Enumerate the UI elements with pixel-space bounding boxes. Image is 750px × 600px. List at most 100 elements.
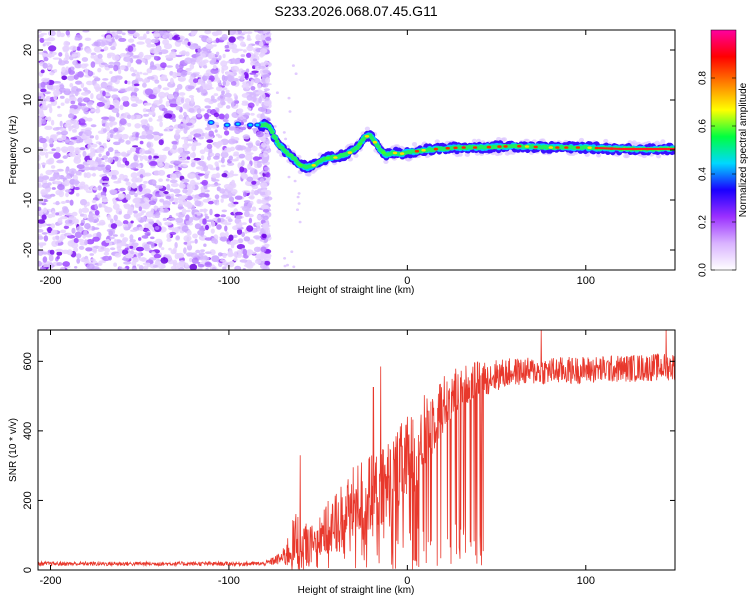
noise-blob bbox=[139, 148, 146, 155]
noise-blob bbox=[206, 156, 211, 161]
noise-blob bbox=[49, 137, 54, 145]
noise-blob bbox=[56, 255, 60, 260]
noise-blob bbox=[39, 37, 45, 43]
noise-blob bbox=[91, 143, 98, 148]
noise-blob bbox=[197, 48, 202, 53]
spectrogram-marks bbox=[38, 30, 675, 270]
noise-blob bbox=[158, 52, 163, 55]
snr-marks bbox=[38, 330, 675, 570]
noise-blob bbox=[152, 265, 159, 268]
noise-blob bbox=[92, 214, 101, 218]
noise-blob bbox=[233, 257, 238, 262]
noise-blob bbox=[94, 77, 101, 82]
noise-blob bbox=[66, 233, 73, 236]
noise-blob bbox=[146, 30, 150, 35]
noise-blob bbox=[148, 155, 152, 160]
noise-blob bbox=[163, 191, 169, 195]
noise-blob bbox=[131, 183, 138, 189]
noise-blob bbox=[213, 239, 219, 245]
noise-blob bbox=[117, 177, 122, 183]
noise-blob bbox=[206, 139, 214, 144]
noise-blob bbox=[156, 158, 163, 166]
noise-blob bbox=[242, 134, 250, 140]
noise-blob bbox=[42, 142, 48, 149]
noise-blob bbox=[225, 231, 229, 238]
noise-blob bbox=[211, 57, 217, 64]
noise-blob bbox=[40, 88, 47, 93]
noise-blob bbox=[182, 164, 188, 167]
noise-blob bbox=[189, 152, 196, 158]
noise-blob bbox=[246, 31, 253, 34]
noise-blob bbox=[81, 92, 89, 96]
noise-blob bbox=[175, 98, 180, 104]
snr-y-label: SNR (10 * v/v) bbox=[8, 418, 19, 482]
noise-blob bbox=[99, 179, 104, 184]
noise-blob bbox=[198, 136, 205, 140]
noise-blob bbox=[69, 141, 75, 146]
noise-blob bbox=[123, 56, 132, 62]
noise-blob bbox=[59, 120, 63, 127]
noise-blob bbox=[216, 77, 221, 84]
ridge-halo bbox=[411, 142, 418, 147]
noise-blob bbox=[138, 185, 143, 192]
noise-blob bbox=[140, 211, 144, 216]
noise-blob bbox=[135, 177, 143, 183]
noise-blob bbox=[56, 251, 63, 256]
noise-blob bbox=[186, 122, 193, 126]
noise-blob bbox=[116, 245, 121, 251]
noise-blob bbox=[92, 247, 97, 254]
ridge-peak bbox=[399, 152, 405, 155]
noise-blob bbox=[190, 162, 196, 168]
noise-blob bbox=[124, 247, 129, 251]
noise-blob bbox=[108, 255, 112, 261]
noise-blob bbox=[252, 118, 258, 125]
ridge-peak bbox=[575, 146, 581, 149]
noise-blob bbox=[127, 45, 134, 53]
noise-blob bbox=[109, 236, 115, 240]
noise-blob bbox=[150, 43, 157, 48]
noise-blob bbox=[196, 113, 202, 118]
noise-blob bbox=[224, 113, 230, 120]
noise-blob bbox=[129, 239, 136, 243]
noise-blob bbox=[86, 159, 91, 165]
noise-blob bbox=[116, 100, 120, 106]
ridge-halo bbox=[603, 138, 609, 144]
noise-blob bbox=[40, 81, 46, 88]
noise-blob bbox=[159, 198, 165, 203]
noise-blob bbox=[154, 33, 160, 37]
noise-blob bbox=[243, 236, 251, 242]
noise-blob bbox=[112, 234, 118, 237]
noise-blob bbox=[186, 202, 193, 209]
noise-blob bbox=[98, 260, 103, 267]
ridge-peak bbox=[555, 146, 560, 149]
ridge-cell bbox=[225, 123, 229, 127]
noise-blob bbox=[52, 127, 60, 131]
noise-blob bbox=[108, 147, 114, 153]
noise-blob bbox=[217, 218, 221, 223]
noise-blob bbox=[132, 210, 138, 214]
noise-blob bbox=[52, 236, 56, 241]
noise-blob bbox=[265, 189, 272, 196]
noise-blob bbox=[239, 166, 245, 173]
colorbar-label: Normalized spectral amplitude bbox=[738, 82, 749, 217]
noise-blob bbox=[41, 118, 46, 125]
noise-blob bbox=[247, 102, 255, 109]
noise-blob bbox=[294, 72, 298, 75]
noise-blob bbox=[221, 34, 228, 41]
noise-blob bbox=[84, 223, 91, 230]
y-tick-label: -10 bbox=[22, 192, 34, 208]
noise-blob bbox=[165, 100, 170, 107]
ridge-peak bbox=[311, 164, 316, 167]
noise-blob bbox=[109, 247, 116, 251]
noise-blob bbox=[71, 227, 76, 234]
noise-blob bbox=[260, 182, 268, 189]
noise-blob bbox=[181, 208, 187, 215]
x-tick-label: 100 bbox=[577, 575, 595, 587]
noise-blob bbox=[207, 200, 214, 205]
noise-blob bbox=[43, 198, 48, 203]
noise-blob bbox=[153, 55, 158, 60]
noise-blob bbox=[284, 137, 288, 141]
noise-blob bbox=[228, 196, 235, 202]
noise-blob bbox=[214, 129, 218, 133]
